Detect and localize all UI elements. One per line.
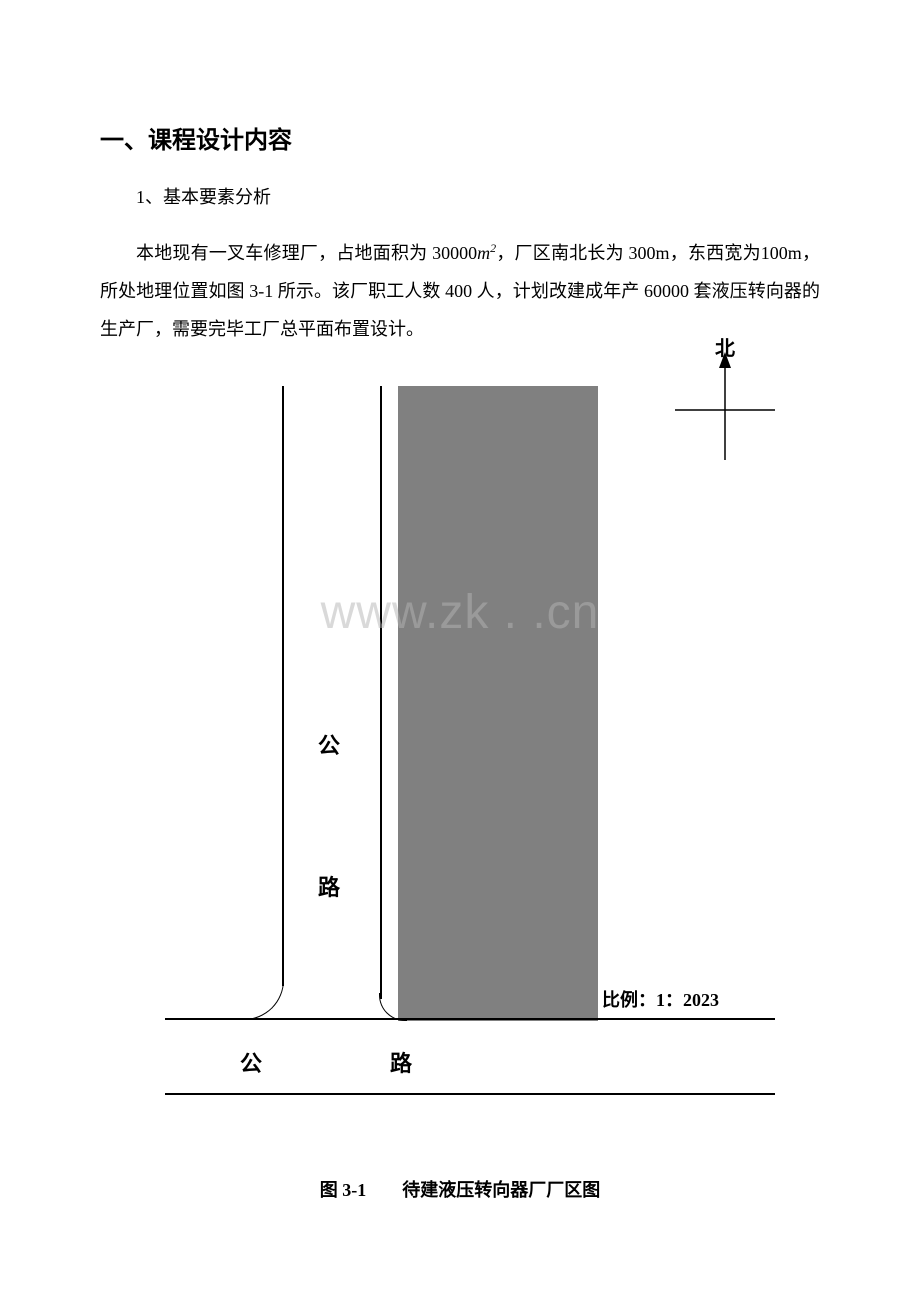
factory-block [398,386,598,1021]
body-text-prefix: 本地现有一叉车修理厂，占地面积为 30000 [136,243,477,263]
road-horizontal-bottom-line [165,1093,775,1095]
road-vertical-label-2: 路 [318,870,340,902]
figure-container: 北 公 路 公 路 比例：1：2023 [100,358,820,1118]
compass-svg [675,350,775,470]
road-vertical-right-line [380,386,382,999]
road-vertical-label-1: 公 [318,728,340,760]
compass-icon: 北 [675,350,775,470]
subsection-title: 1、基本要素分析 [136,183,820,209]
road-horizontal-label-1: 公 [240,1046,262,1078]
scale-label: 比例：1：2023 [602,986,719,1012]
area-unit-base: m [477,243,490,263]
road-curve-right [379,993,407,1021]
road-horizontal-label-2: 路 [390,1046,412,1078]
road-curve-left [242,978,284,1020]
road-horizontal-top-line [165,1018,775,1020]
compass-north-label: 北 [715,332,735,361]
road-vertical-left-line [282,386,284,986]
section-title: 一、课程设计内容 [100,120,820,155]
figure-caption: 图 3-1 待建液压转向器厂厂区图 [100,1176,820,1202]
body-paragraph: 本地现有一叉车修理厂，占地面积为 30000m2，厂区南北长为 300m，东西宽… [100,235,820,348]
